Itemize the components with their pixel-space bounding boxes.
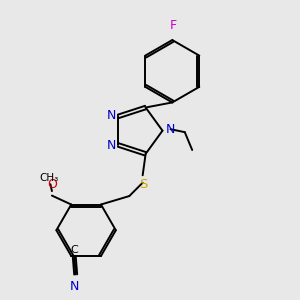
Text: N: N [70, 280, 79, 293]
Text: C: C [70, 245, 78, 255]
Text: N: N [166, 123, 175, 136]
Text: CH₃: CH₃ [39, 173, 58, 183]
Text: F: F [170, 19, 177, 32]
Text: N: N [106, 109, 116, 122]
Text: S: S [140, 178, 148, 190]
Text: O: O [47, 178, 57, 191]
Text: N: N [106, 139, 116, 152]
